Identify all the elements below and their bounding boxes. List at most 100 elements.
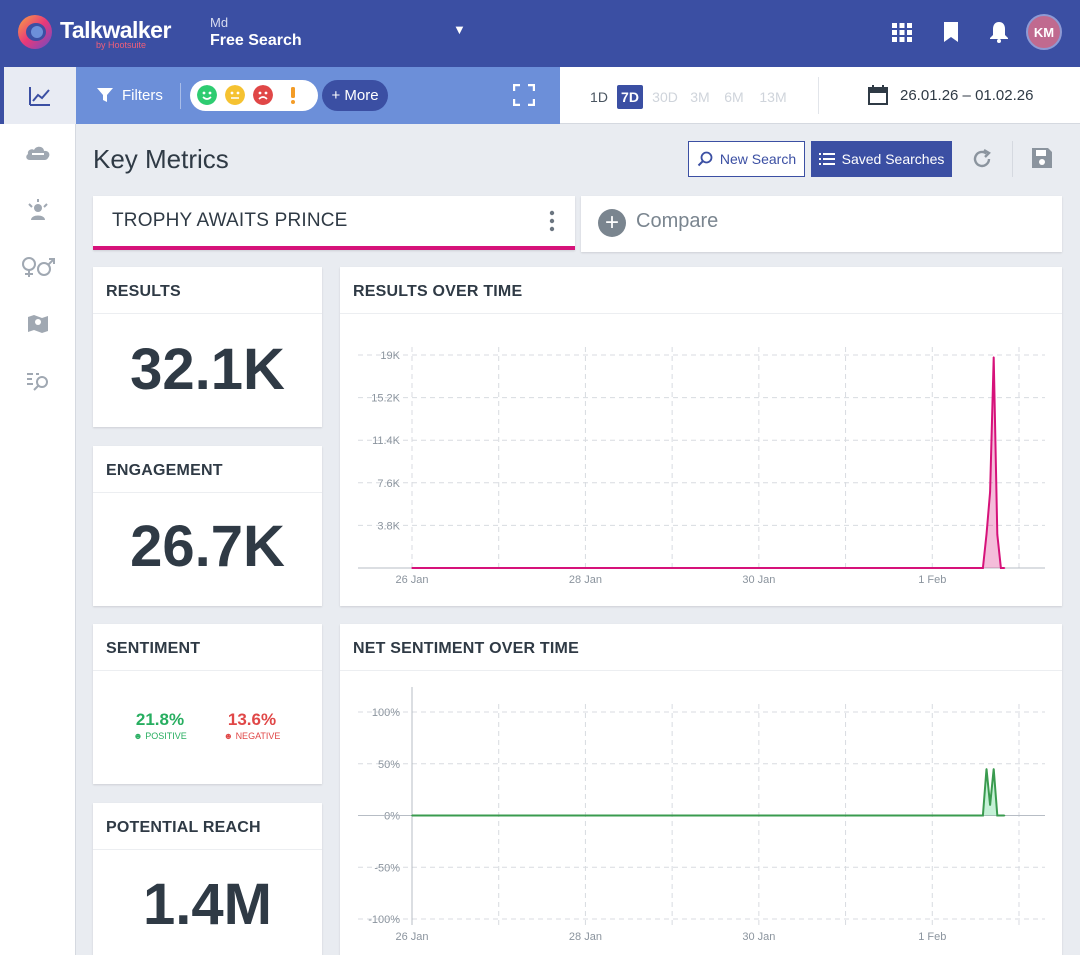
net-sentiment-card: NET SENTIMENT OVER TIME 100% 50% 0% -50% -10… (340, 624, 1062, 955)
list-icon (818, 153, 835, 165)
apps-grid-icon[interactable] (890, 20, 914, 44)
range-3m[interactable]: 3M (690, 89, 710, 105)
line-chart-icon (29, 86, 50, 106)
sidebar-item-world[interactable] (0, 295, 76, 352)
data-point (497, 814, 500, 817)
y-tick-label: 7.6K (377, 478, 400, 490)
sidebar-item-search-results[interactable] (0, 352, 76, 409)
y-tick-label: 15.2K (371, 393, 400, 405)
sidebar-item-demographics[interactable] (0, 238, 76, 295)
refresh-icon[interactable] (970, 147, 994, 171)
range-30d[interactable]: 30D (652, 89, 678, 105)
y-tick-label: -100% (368, 914, 400, 926)
series-area (412, 357, 1005, 568)
data-point (758, 567, 760, 569)
sentiment-filter[interactable] (190, 80, 318, 111)
fullscreen-icon[interactable] (513, 84, 535, 106)
card-title: RESULTS (106, 283, 181, 300)
data-point (411, 814, 413, 817)
data-point (1000, 814, 1002, 817)
query-name: TROPHY AWAITS PRINCE (112, 210, 348, 231)
results-chart[interactable]: 19K 15.2K 11.4K 7.6K 3.8K 26 Jan 28 Jan 30 Jan 1… (340, 267, 1062, 606)
new-search-button[interactable]: New Search (688, 141, 805, 177)
y-tick-label: 0% (384, 811, 400, 823)
sidebar-item-influencers[interactable] (0, 181, 76, 238)
compare-label: Compare (636, 210, 719, 232)
more-filters-button[interactable]: + More (322, 80, 388, 111)
data-point (996, 533, 999, 536)
sidebar-item-themes[interactable] (0, 124, 76, 181)
range-1d[interactable]: 1D (590, 89, 608, 105)
divider (818, 77, 819, 114)
results-card: RESULTS 32.1K (93, 267, 322, 427)
divider (340, 670, 1062, 671)
divider (93, 313, 322, 314)
negative-face-icon[interactable] (253, 85, 273, 105)
card-title: ENGAGEMENT (106, 462, 223, 479)
project-label: Md (210, 15, 229, 30)
warning-icon[interactable] (283, 85, 303, 105)
x-tick-label: 28 Jan (569, 931, 602, 943)
saved-searches-button[interactable]: Saved Searches (811, 141, 952, 177)
project-name[interactable]: Free Search (210, 32, 302, 49)
avatar[interactable]: KM (1026, 14, 1062, 50)
data-point (931, 814, 934, 817)
x-tick-label: 1 Feb (918, 931, 946, 943)
chart-title: NET SENTIMENT OVER TIME (353, 640, 579, 657)
data-point (671, 567, 673, 569)
x-tick-label: 26 Jan (395, 931, 428, 943)
range-13m[interactable]: 13M (759, 89, 787, 105)
query-tab[interactable]: TROPHY AWAITS PRINCE (93, 196, 575, 250)
chevron-down-icon[interactable]: ▼ (453, 22, 466, 37)
data-point (985, 533, 988, 536)
bookmark-icon[interactable] (939, 20, 963, 44)
calendar-icon[interactable] (868, 85, 888, 105)
x-tick-label: 30 Jan (742, 931, 775, 943)
data-point (584, 567, 587, 569)
new-search-label: New Search (719, 151, 797, 167)
cloud-icon (26, 146, 50, 160)
card-title: POTENTIAL REACH (106, 819, 261, 836)
data-point (985, 768, 988, 770)
x-tick-label: 26 Jan (395, 574, 428, 586)
data-point (497, 567, 500, 569)
y-tick-label: 11.4K (372, 435, 401, 447)
influencer-icon (28, 198, 48, 220)
data-point (411, 567, 413, 569)
compare-tab[interactable]: + Compare (581, 196, 1062, 252)
talkwalker-logo-icon[interactable] (16, 13, 54, 51)
neutral-face-icon[interactable] (225, 85, 245, 105)
sidebar-item-metrics[interactable] (0, 67, 76, 124)
card-title: SENTIMENT (106, 640, 201, 657)
x-tick-label: 1 Feb (918, 574, 946, 586)
series-area (412, 768, 1005, 816)
saved-searches-label: Saved Searches (841, 151, 945, 167)
divider (93, 492, 322, 493)
x-tick-label: 30 Jan (742, 574, 775, 586)
filter-bar: Filters + More (76, 67, 560, 124)
negative-label: ☻ NEGATIVE (223, 731, 281, 741)
date-range[interactable]: 26.01.26 – 01.02.26 (900, 87, 1034, 104)
engagement-value: 26.7K (130, 514, 285, 579)
divider (340, 313, 1062, 314)
positive-label: ☻ POSITIVE (133, 731, 187, 741)
divider (1012, 141, 1013, 177)
data-point (992, 768, 995, 770)
more-options-icon[interactable] (549, 210, 555, 232)
y-tick-label: 100% (372, 707, 400, 719)
range-7d[interactable]: 7D (617, 85, 643, 109)
positive-face-icon[interactable] (197, 85, 217, 105)
data-point (996, 814, 999, 817)
data-point (1003, 567, 1006, 569)
positive-percentage: 21.8% (135, 710, 185, 729)
save-icon[interactable] (1031, 147, 1053, 169)
filters-button[interactable]: Filters (96, 86, 163, 104)
sentiment-chart[interactable]: 100% 50% 0% -50% -100% 26 Jan 28 Jan 30 Jan 1 Fe… (340, 624, 1062, 955)
range-6m[interactable]: 6M (724, 89, 744, 105)
data-point (989, 491, 991, 493)
data-point (584, 814, 587, 817)
filter-icon (97, 88, 113, 102)
bell-icon[interactable] (987, 20, 1011, 44)
divider (180, 83, 181, 109)
data-point (844, 814, 847, 817)
